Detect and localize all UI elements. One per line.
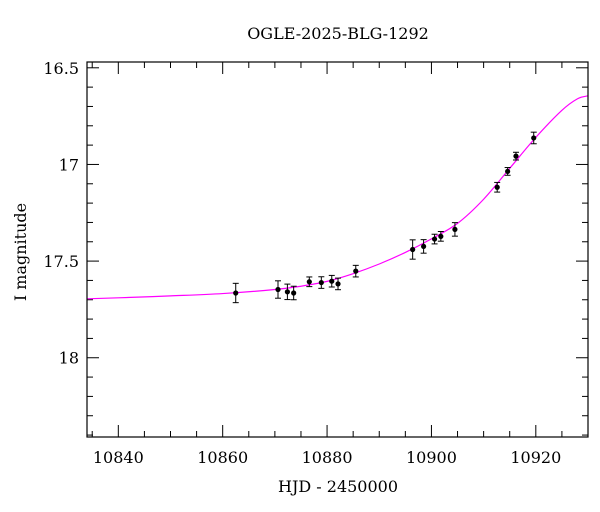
data-point — [494, 181, 501, 193]
data-marker — [291, 290, 297, 296]
data-marker — [318, 279, 324, 286]
data-point — [284, 283, 291, 301]
data-marker — [353, 268, 359, 274]
y-tick-label: 17 — [59, 155, 79, 174]
data-marker — [410, 246, 416, 253]
data-point — [451, 222, 458, 237]
x-tick-label: 10920 — [510, 448, 561, 467]
x-tick-label: 10860 — [197, 448, 248, 467]
x-tick-label: 10900 — [406, 448, 457, 467]
plot-frame — [86, 61, 589, 438]
data-marker — [494, 184, 500, 190]
data-points-layer — [232, 131, 537, 304]
y-tick-label: 16.5 — [43, 59, 79, 78]
data-marker — [306, 279, 312, 285]
data-point — [335, 277, 342, 291]
data-point — [431, 233, 438, 245]
data-point — [318, 276, 325, 289]
data-marker — [335, 281, 341, 287]
data-marker — [329, 278, 335, 284]
data-point — [306, 276, 313, 288]
x-axis-label: HJD - 2450000 — [278, 477, 398, 496]
data-point — [420, 239, 427, 254]
x-tick-label: 10840 — [93, 448, 144, 467]
y-axis-label: I magnitude — [11, 203, 30, 301]
data-point — [232, 282, 239, 304]
data-point — [530, 131, 537, 145]
data-point — [504, 167, 511, 176]
model-curve — [86, 95, 589, 300]
data-marker — [431, 236, 438, 242]
data-marker — [513, 153, 519, 159]
axis-ticks — [87, 62, 589, 437]
data-point — [437, 231, 444, 242]
data-marker — [421, 243, 427, 250]
y-tick-label: 18 — [59, 349, 79, 368]
model-curve-layer — [86, 95, 589, 300]
data-marker — [233, 290, 239, 296]
data-marker — [505, 168, 511, 175]
data-point — [409, 239, 416, 260]
data-point — [290, 285, 297, 301]
data-point — [512, 151, 519, 161]
data-point — [328, 274, 335, 288]
data-marker — [284, 289, 290, 295]
data-point — [352, 264, 359, 278]
x-tick-label: 10880 — [302, 448, 353, 467]
axis-tick-labels: 10840 10860 10880 10900 10920 16.5 17 17.5 18 — [43, 59, 561, 467]
data-point — [275, 280, 282, 299]
data-marker — [275, 286, 281, 293]
chart-title: OGLE-2025-BLG-1292 — [247, 24, 429, 43]
data-marker — [438, 233, 444, 239]
y-tick-label: 17.5 — [43, 252, 79, 271]
data-marker — [531, 135, 537, 141]
data-marker — [452, 226, 458, 232]
